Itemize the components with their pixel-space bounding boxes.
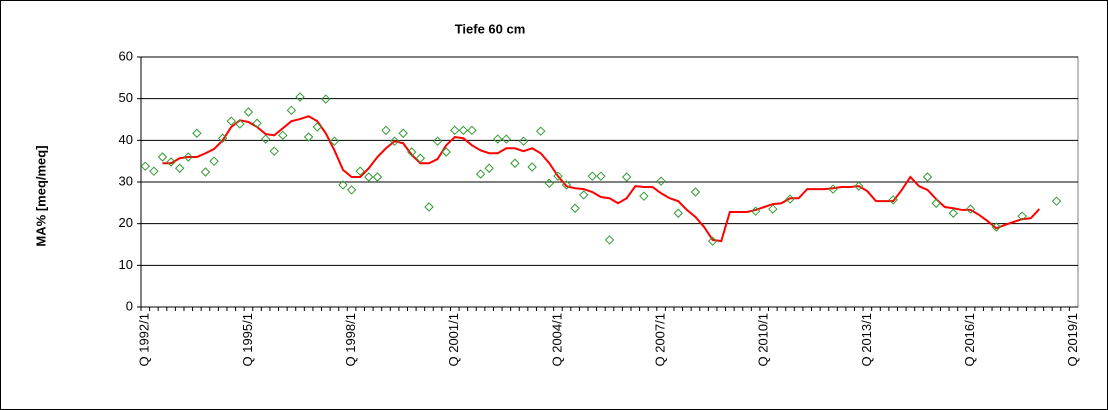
diamond-marker bbox=[458, 125, 469, 136]
diamond-marker bbox=[269, 146, 279, 156]
line-series bbox=[162, 115, 1041, 243]
x-tick-label: Q 2004/1 bbox=[549, 313, 564, 367]
diamond-marker bbox=[235, 119, 245, 129]
diamond-marker bbox=[948, 208, 959, 218]
x-tick-label: Q 2019/1 bbox=[1065, 313, 1080, 367]
diamond-marker bbox=[518, 136, 529, 146]
y-tick-label: 60 bbox=[119, 48, 133, 63]
x-tick-label: Q 2013/1 bbox=[859, 313, 874, 367]
chart-title: Tiefe 60 cm bbox=[455, 21, 526, 36]
diamond-marker bbox=[174, 163, 185, 173]
diamond-marker bbox=[166, 157, 176, 167]
diamond-marker bbox=[621, 172, 632, 182]
diamond-marker bbox=[536, 126, 546, 136]
diamond-marker bbox=[432, 136, 443, 146]
diamond-marker bbox=[243, 107, 254, 117]
y-tick-label: 30 bbox=[119, 173, 133, 188]
diamond-marker bbox=[295, 92, 305, 102]
diamond-marker bbox=[157, 152, 168, 162]
x-tick-label: Q 2010/1 bbox=[756, 313, 771, 367]
diamond-marker bbox=[673, 208, 683, 218]
diamond-marker bbox=[329, 136, 340, 146]
diamond-marker bbox=[527, 162, 537, 172]
x-tick-label: Q 2001/1 bbox=[446, 313, 461, 367]
diamond-marker bbox=[570, 203, 580, 213]
diamond-marker bbox=[364, 172, 374, 182]
diamond-marker bbox=[931, 198, 941, 208]
diamond-marker bbox=[303, 132, 314, 142]
diamond-marker bbox=[579, 190, 589, 200]
diamond-marker bbox=[467, 125, 477, 136]
diamond-marker bbox=[553, 171, 563, 181]
diamond-marker bbox=[587, 171, 598, 181]
x-tick-label: Q 1992/1 bbox=[137, 313, 152, 367]
diamond-marker bbox=[346, 185, 357, 195]
diamond-marker bbox=[544, 178, 555, 188]
diamond-marker bbox=[604, 235, 615, 245]
diamond-marker bbox=[639, 191, 649, 201]
diamond-marker bbox=[922, 172, 933, 182]
y-tick-label: 0 bbox=[126, 298, 133, 313]
diamond-marker bbox=[1017, 211, 1027, 221]
diamond-marker bbox=[690, 187, 701, 197]
diamond-marker bbox=[707, 236, 718, 246]
diamond-marker bbox=[338, 180, 348, 190]
x-tick-label: Q 2007/1 bbox=[653, 313, 668, 367]
diamond-marker bbox=[493, 134, 503, 144]
diamond-marker bbox=[140, 161, 151, 171]
diamond-marker bbox=[441, 147, 451, 157]
diamond-marker bbox=[226, 116, 236, 126]
diamond-marker bbox=[561, 180, 572, 190]
y-tick-label: 10 bbox=[119, 257, 133, 272]
diamond-marker bbox=[407, 147, 417, 157]
diamond-marker bbox=[260, 134, 271, 144]
diamond-marker bbox=[312, 122, 322, 132]
diamond-marker bbox=[965, 204, 976, 214]
x-tick-label: Q 2016/1 bbox=[962, 313, 977, 367]
diamond-marker bbox=[785, 194, 795, 204]
diamond-marker bbox=[252, 118, 262, 128]
diamond-marker bbox=[398, 128, 408, 138]
diamond-marker bbox=[217, 133, 228, 143]
diamond-marker bbox=[888, 195, 898, 205]
diamond-marker bbox=[286, 105, 297, 116]
diamond-marker bbox=[750, 206, 761, 216]
diamond-marker bbox=[389, 136, 400, 146]
diamond-marker bbox=[424, 202, 434, 212]
diamond-marker bbox=[192, 128, 202, 138]
diamond-marker bbox=[510, 158, 520, 168]
diamond-marker bbox=[484, 163, 494, 173]
diamond-marker bbox=[278, 130, 288, 141]
diamond-marker bbox=[1051, 196, 1062, 206]
diamond-marker bbox=[475, 169, 486, 179]
diamond-marker bbox=[372, 172, 383, 182]
diamond-marker bbox=[991, 222, 1002, 232]
diamond-marker bbox=[596, 171, 606, 181]
y-axis-label: MA% [meq/meq] bbox=[33, 145, 48, 246]
diamond-marker bbox=[854, 181, 864, 191]
diamond-marker bbox=[355, 166, 365, 176]
diamond-marker bbox=[415, 153, 426, 163]
y-tick-label: 40 bbox=[119, 132, 133, 147]
diamond-marker bbox=[183, 152, 193, 162]
diamond-marker bbox=[828, 184, 838, 194]
diamond-marker bbox=[149, 166, 159, 176]
diamond-marker bbox=[768, 204, 778, 214]
diamond-marker bbox=[450, 125, 460, 136]
y-tick-label: 20 bbox=[119, 215, 133, 230]
diamond-marker bbox=[209, 156, 219, 166]
diamond-marker bbox=[501, 134, 512, 144]
diamond-marker bbox=[321, 94, 331, 104]
x-tick-label: Q 1998/1 bbox=[343, 313, 358, 367]
diamond-marker bbox=[381, 125, 391, 136]
x-tick-label: Q 1995/1 bbox=[240, 313, 255, 367]
diamond-marker bbox=[200, 167, 211, 177]
diamond-marker bbox=[656, 176, 666, 186]
y-tick-label: 50 bbox=[119, 90, 133, 105]
